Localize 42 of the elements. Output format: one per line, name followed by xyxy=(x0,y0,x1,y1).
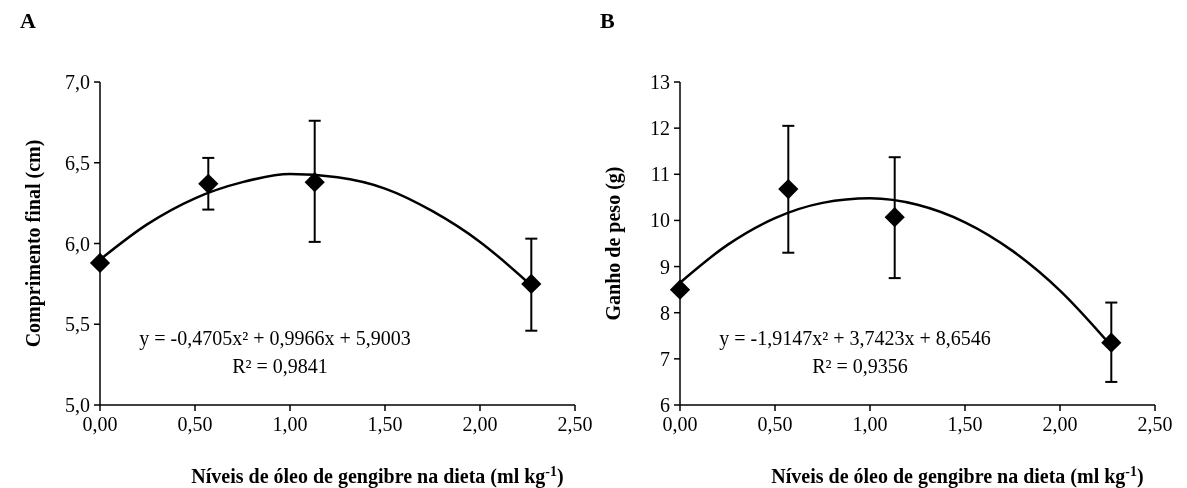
x-tick-label: 1,00 xyxy=(852,413,888,435)
x-tick-label: 2,00 xyxy=(462,413,498,435)
y-axis-title: Ganho de peso (g) xyxy=(602,166,625,321)
annotation: R² = 0,9841 xyxy=(232,355,328,377)
x-tick-label: 0,50 xyxy=(177,413,213,435)
x-axis-title: Níveis de óleo de gengibre na dieta (ml kg$^{-1}$) xyxy=(191,463,564,488)
x-tick-label: 2,50 xyxy=(1137,413,1173,435)
annotation: y = -0,4705x² + 0,9966x + 5,9003 xyxy=(139,327,411,350)
chart-title: A xyxy=(20,8,36,33)
y-tick-label: 13 xyxy=(650,71,670,93)
x-tick-label: 0,00 xyxy=(662,413,698,435)
y-tick-label: 6 xyxy=(660,394,670,416)
point xyxy=(1101,332,1122,353)
x-tick-label: 1,50 xyxy=(947,413,983,435)
y-tick-label: 5,5 xyxy=(65,313,90,336)
y-tick-label: 6,0 xyxy=(65,232,90,255)
y-tick-label: 6,5 xyxy=(65,151,90,174)
x-tick-label: 1,00 xyxy=(272,413,308,435)
point xyxy=(778,178,799,200)
y-tick-label: 12 xyxy=(650,117,670,140)
point xyxy=(884,207,905,228)
annotation: y = -1,9147x² + 3,7423x + 8,6546 xyxy=(719,327,991,350)
point xyxy=(304,172,325,193)
y-tick-label: 10 xyxy=(650,209,670,232)
annotation: R² = 0,9356 xyxy=(812,355,908,377)
y-tick-label: 5,0 xyxy=(65,394,90,416)
point xyxy=(669,279,691,300)
x-tick-label: 1,50 xyxy=(367,413,403,435)
x-tick-label: 2,00 xyxy=(1042,413,1078,435)
y-tick-label: 11 xyxy=(650,163,670,186)
x-tick-label: 0,50 xyxy=(757,413,793,435)
point xyxy=(89,252,111,273)
y-axis-title: Comprimento final (cm) xyxy=(22,139,45,348)
x-tick-label: 2,50 xyxy=(557,413,593,435)
y-tick-label: 8 xyxy=(660,301,670,324)
y-tick-label: 7 xyxy=(660,347,670,370)
x-axis-title: Níveis de óleo de gengibre na dieta (ml kg$^{-1}$) xyxy=(771,463,1144,488)
point xyxy=(198,173,219,194)
x-tick-label: 0,00 xyxy=(82,413,118,435)
y-tick-label: 9 xyxy=(660,255,670,278)
y-tick-label: 7,0 xyxy=(65,71,90,93)
chart-title: B xyxy=(600,8,615,33)
